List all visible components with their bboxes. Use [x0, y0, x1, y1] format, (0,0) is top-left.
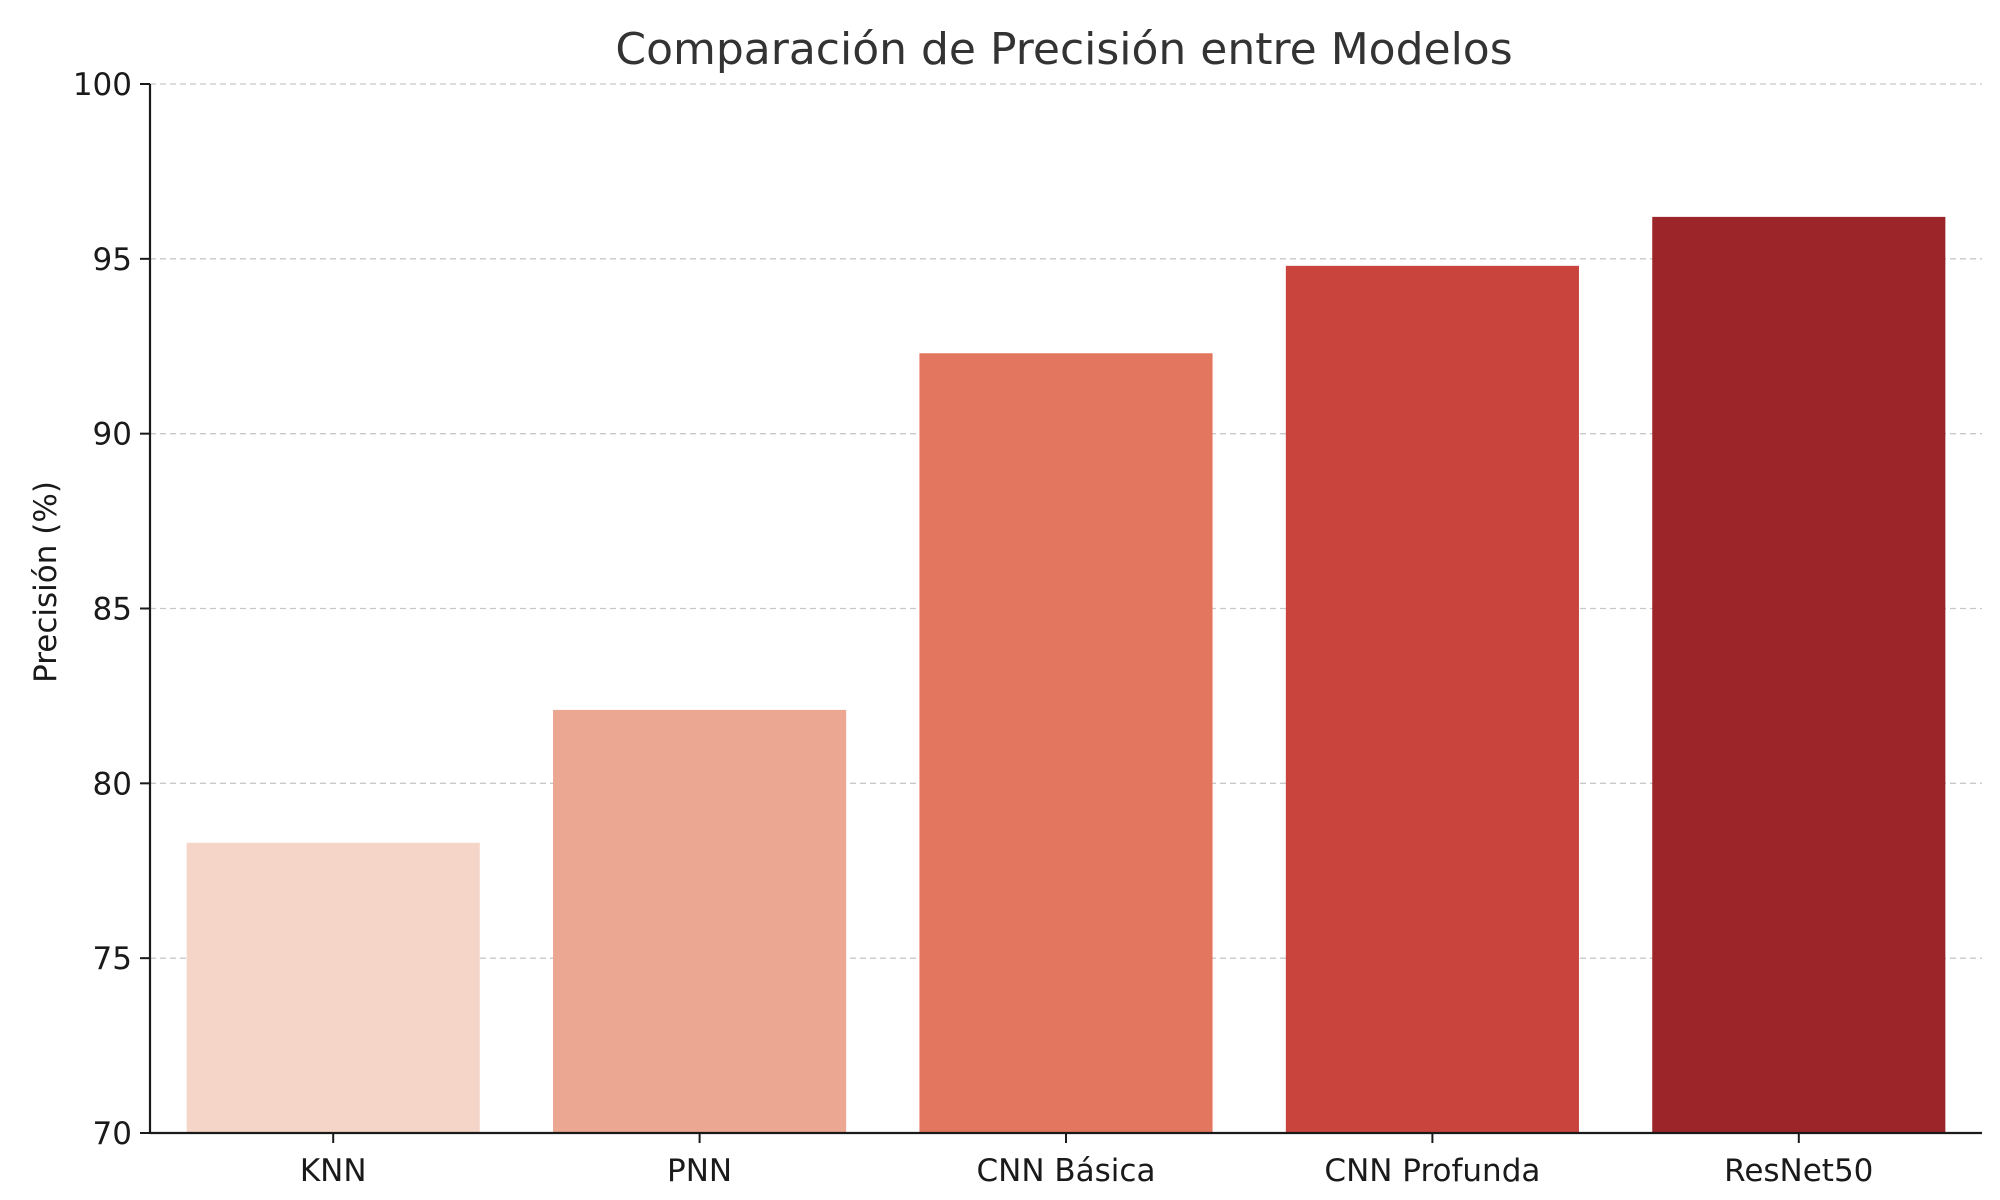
y-tick-label: 75 [93, 941, 132, 977]
x-tick-label: ResNet50 [1724, 1153, 1873, 1189]
y-axis-label: Precisión (%) [28, 481, 64, 683]
x-tick-label: KNN [300, 1153, 367, 1189]
bar-cnn-profunda [1285, 265, 1579, 1133]
bars [186, 216, 1946, 1133]
y-tick-label: 80 [93, 766, 132, 802]
bar-resnet50 [1652, 216, 1946, 1133]
y-tick-label: 100 [73, 67, 132, 103]
y-ticks: 70 75 80 85 90 95 100 [73, 67, 150, 1152]
x-ticks: KNN PNN CNN Básica CNN Profunda ResNet50 [300, 1133, 1873, 1189]
x-tick-label: CNN Básica [977, 1153, 1156, 1189]
bar-cnn-básica [919, 353, 1213, 1133]
x-tick-label: PNN [667, 1153, 732, 1189]
chart-title: Comparación de Precisión entre Modelos [615, 24, 1512, 75]
bar-knn [186, 842, 480, 1133]
y-tick-label: 70 [93, 1116, 132, 1152]
y-tick-label: 90 [93, 417, 132, 453]
x-tick-label: CNN Profunda [1324, 1153, 1540, 1189]
bar-pnn [553, 709, 847, 1133]
y-tick-label: 95 [93, 242, 132, 278]
y-tick-label: 85 [93, 592, 132, 628]
